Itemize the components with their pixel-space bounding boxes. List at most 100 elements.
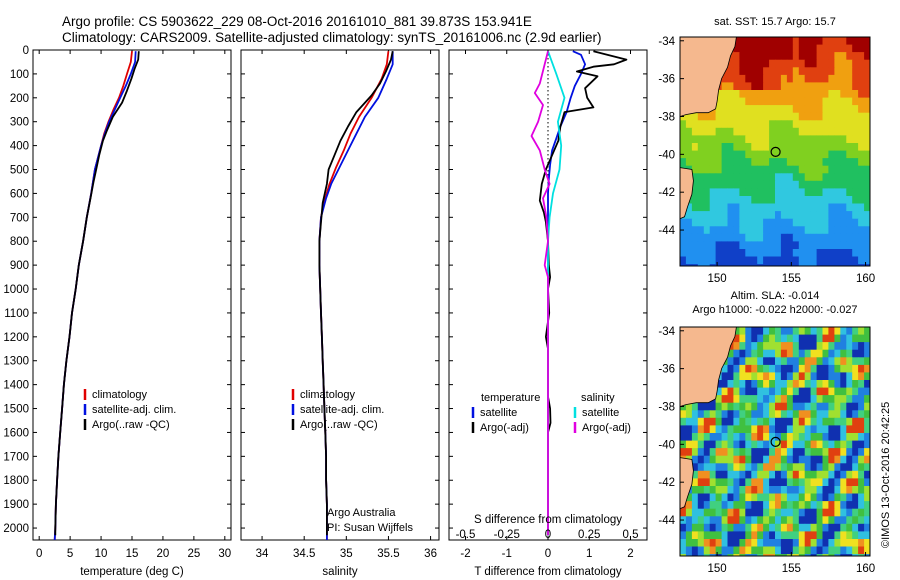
legend-label: climatology xyxy=(300,389,356,401)
map-cell xyxy=(739,256,746,265)
map-cell xyxy=(775,508,782,517)
map-cell xyxy=(852,417,859,426)
map-cell xyxy=(733,143,740,152)
map-cell xyxy=(834,256,841,265)
map-cell xyxy=(792,486,800,495)
map-cell xyxy=(745,440,752,449)
map-cell xyxy=(745,516,752,525)
map-cell xyxy=(792,256,800,265)
map-cell xyxy=(780,97,788,106)
map-cell xyxy=(733,523,740,532)
map-cell xyxy=(715,120,722,129)
map-cell xyxy=(798,196,806,205)
map-cell xyxy=(870,219,876,227)
map-cell xyxy=(852,218,859,227)
map-cell xyxy=(852,448,859,457)
map-cell xyxy=(858,120,865,129)
map-cell xyxy=(727,516,734,525)
map-cell xyxy=(757,90,764,99)
map-cell xyxy=(822,52,829,61)
map-cell xyxy=(786,196,794,205)
map-cell xyxy=(810,455,817,464)
map-cell xyxy=(864,127,870,136)
map-cell xyxy=(846,150,853,159)
map-cell xyxy=(709,508,717,517)
map-cell xyxy=(733,501,740,510)
map-cell xyxy=(769,105,776,114)
map-cell xyxy=(739,180,746,189)
map-cell xyxy=(721,264,728,266)
map-cell xyxy=(751,448,758,457)
map-cell xyxy=(858,97,865,106)
map-cell xyxy=(745,380,752,389)
map-cell xyxy=(804,90,812,99)
map-cell xyxy=(727,470,734,479)
map-cell xyxy=(715,539,722,548)
map-cell xyxy=(804,327,812,336)
map-cell xyxy=(852,372,859,381)
map-cell xyxy=(727,508,734,517)
map-cell xyxy=(822,218,829,227)
map-cell xyxy=(828,342,835,351)
map-cell xyxy=(739,448,746,457)
map-cell xyxy=(786,44,794,53)
y-tick-label: 200 xyxy=(10,93,29,105)
map-cell xyxy=(822,387,829,396)
map-cell xyxy=(852,402,859,411)
map-cell xyxy=(757,357,764,366)
map-cell xyxy=(846,546,853,555)
map-cell xyxy=(816,218,823,227)
map-cell xyxy=(792,372,800,381)
map-cell xyxy=(870,264,876,272)
map-cell xyxy=(828,67,835,76)
map-cell xyxy=(828,523,835,532)
map-cell xyxy=(703,264,711,266)
map-cell xyxy=(680,523,687,532)
map-cell xyxy=(721,74,728,83)
map-cell xyxy=(792,501,800,510)
map-cell xyxy=(751,37,758,46)
map-cell xyxy=(852,554,859,556)
map-cell xyxy=(751,196,758,205)
map-cell xyxy=(840,226,847,235)
map-cell xyxy=(733,417,740,426)
map-cell xyxy=(840,546,847,555)
map-cell xyxy=(792,37,800,46)
map-cell xyxy=(733,264,740,266)
series-line-s-argo-adj- xyxy=(530,50,551,536)
map-cell xyxy=(697,180,705,189)
map-cell xyxy=(733,241,740,250)
map-cell xyxy=(840,59,847,68)
map-cell xyxy=(739,546,746,555)
x-tick-label: -1 xyxy=(502,548,512,560)
map-cell xyxy=(870,509,876,517)
map-cell xyxy=(858,37,865,46)
map-cell xyxy=(751,501,758,510)
map-cell xyxy=(804,44,812,53)
map-cell xyxy=(709,135,717,144)
map-cell xyxy=(739,233,746,242)
map-cell xyxy=(822,120,829,129)
map-cell xyxy=(858,158,865,167)
map-cell xyxy=(846,90,853,99)
map-cell xyxy=(691,508,699,517)
map-cell xyxy=(834,327,841,336)
map-cell xyxy=(757,211,764,220)
map-cell xyxy=(780,402,788,411)
map-cell xyxy=(798,433,806,442)
map-cell xyxy=(780,410,788,419)
map-cell xyxy=(727,249,734,258)
map-cell xyxy=(804,67,812,76)
map-cell xyxy=(840,264,847,266)
map-cell xyxy=(775,158,782,167)
map-cell xyxy=(786,508,794,517)
map-cell xyxy=(864,52,870,61)
map-cell xyxy=(834,440,841,449)
map-cell xyxy=(691,410,699,419)
map-cell xyxy=(810,387,817,396)
map-cell xyxy=(870,425,876,433)
map-cell xyxy=(697,523,705,532)
map-cell xyxy=(763,531,770,540)
map-cell xyxy=(780,233,788,242)
map-cell xyxy=(775,349,782,358)
